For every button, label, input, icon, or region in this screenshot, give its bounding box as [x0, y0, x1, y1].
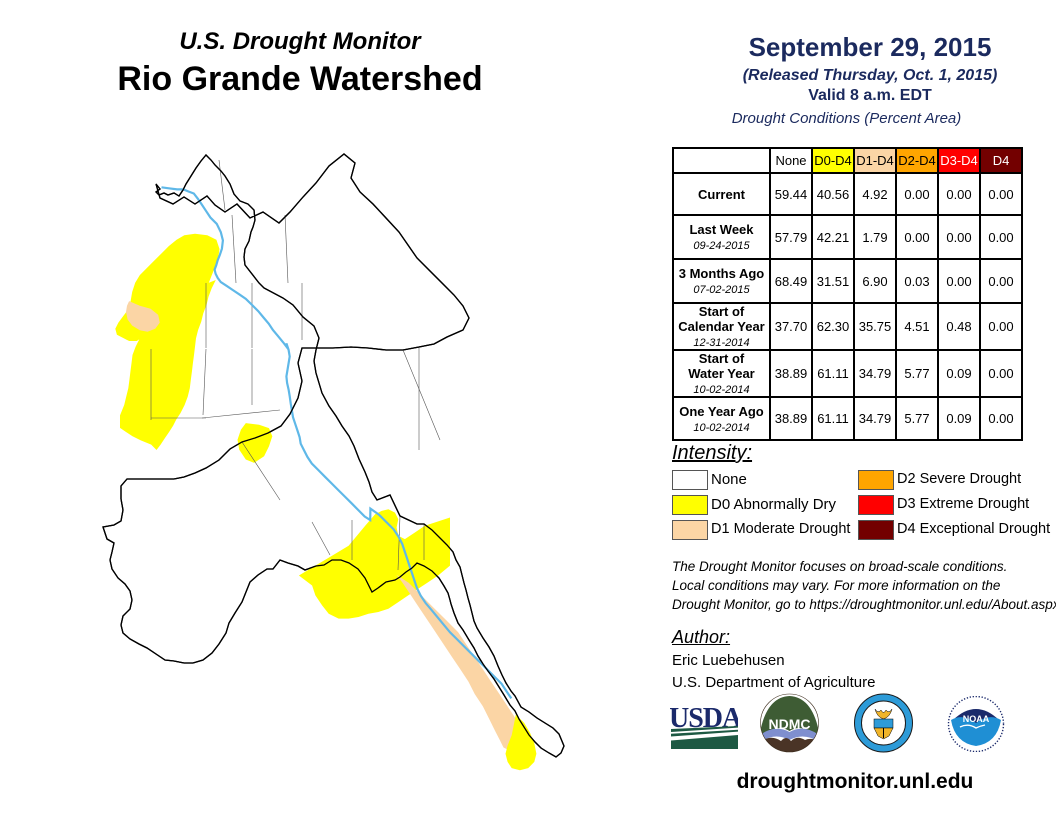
svg-text:NOAA: NOAA — [963, 714, 990, 724]
svg-text:NDMC: NDMC — [769, 716, 811, 732]
